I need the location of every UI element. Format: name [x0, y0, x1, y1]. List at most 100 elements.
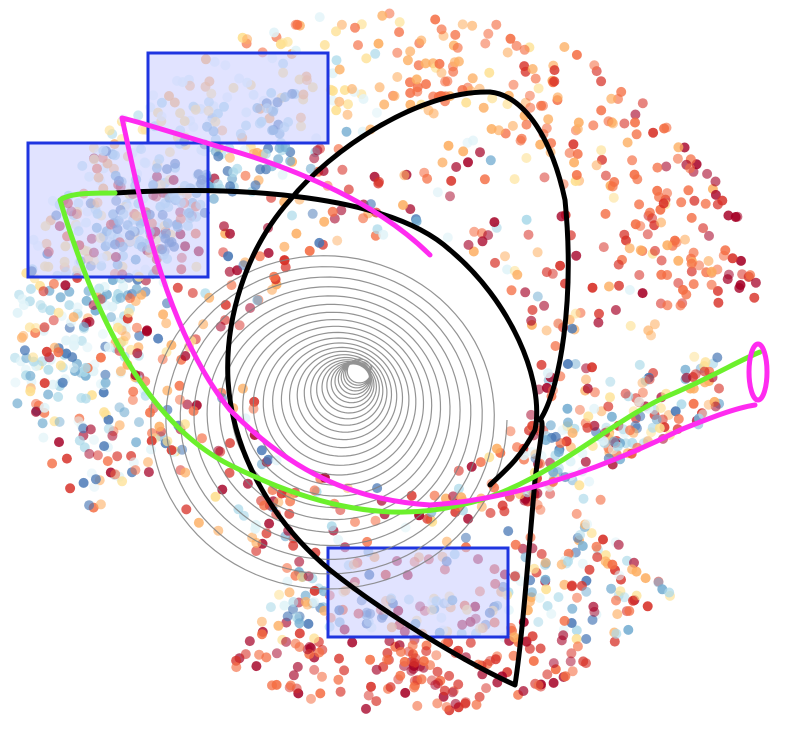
scatter-point: [94, 283, 105, 294]
scatter-point: [511, 40, 522, 51]
scatter-point: [294, 618, 305, 629]
scatter-point: [55, 292, 66, 303]
scatter-point: [688, 279, 699, 290]
scatter-point: [392, 72, 403, 82]
scatter-point: [745, 270, 756, 281]
scatter-point: [353, 40, 363, 51]
scatter-point: [447, 687, 458, 698]
scatter-point: [614, 280, 624, 291]
scatter-point: [627, 564, 638, 575]
scatter-point: [219, 221, 229, 232]
scatter-point: [637, 98, 648, 109]
scatter-point: [319, 40, 330, 50]
scatter-point: [363, 690, 374, 701]
scatter-point: [257, 629, 267, 640]
scatter-point: [379, 99, 390, 110]
scatter-point: [533, 680, 544, 691]
scatter-point: [193, 517, 204, 528]
scatter-point: [471, 699, 482, 710]
scatter-point: [481, 683, 492, 694]
scatter-point: [317, 671, 327, 682]
scatter-point: [605, 376, 616, 387]
scatter-point: [571, 170, 582, 180]
scatter-point: [224, 266, 235, 277]
scatter-point: [288, 604, 298, 615]
scatter-point: [425, 660, 436, 671]
scatter-point: [48, 278, 59, 289]
scatter-point: [578, 656, 589, 667]
scatter-point: [373, 38, 384, 49]
scatter-point: [540, 557, 551, 568]
scatter-point: [39, 378, 50, 389]
scatter-point: [664, 587, 675, 598]
scatter-point: [309, 664, 320, 675]
scatter-point: [539, 300, 550, 311]
scatter-point: [240, 649, 251, 660]
scatter-point: [106, 312, 116, 323]
scatter-point: [630, 109, 641, 120]
scatter-point: [477, 236, 488, 247]
scatter-point: [546, 608, 557, 619]
scatter-point: [260, 149, 271, 159]
scatter-point: [480, 38, 491, 49]
scatter-point: [256, 616, 267, 627]
scatter-point: [378, 229, 389, 240]
scatter-point: [717, 195, 728, 206]
scatter-point: [361, 53, 372, 64]
highlight-box-left: [26, 141, 210, 279]
scatter-point: [571, 508, 582, 519]
scatter-point: [55, 360, 66, 371]
scatter-point: [469, 226, 480, 237]
scatter-point: [107, 430, 118, 441]
black-curve: [112, 89, 571, 688]
scatter-point: [686, 258, 697, 269]
scatter-point: [503, 526, 514, 537]
scatter-point: [702, 168, 713, 179]
highlight-boxes: [26, 51, 510, 639]
scatter-point: [261, 652, 272, 663]
scatter-point: [647, 213, 658, 224]
scatter-point: [450, 698, 461, 709]
scatter-point: [334, 96, 345, 107]
scatter-point: [371, 664, 382, 675]
scatter-point: [502, 264, 513, 275]
scatter-point: [304, 245, 315, 256]
scatter-point: [78, 423, 89, 434]
scatter-point: [405, 46, 416, 57]
scatter-point: [292, 661, 303, 672]
scatter-point: [643, 325, 654, 336]
scatter-point: [436, 67, 447, 78]
scatter-point: [598, 534, 608, 545]
scatter-point: [737, 269, 748, 280]
scatter-point: [526, 587, 537, 598]
scatter-point: [662, 188, 673, 199]
scatter-point: [294, 556, 305, 567]
scatter-point: [452, 42, 463, 53]
scatter-point: [608, 118, 618, 129]
scatter-point: [405, 88, 416, 98]
scatter-point: [127, 395, 138, 405]
scatter-point: [652, 162, 663, 173]
scatter-point: [474, 691, 485, 702]
scatter-point: [174, 380, 185, 391]
scatter-point: [542, 368, 553, 379]
scatter-point: [290, 19, 301, 30]
scatter-point: [533, 617, 544, 627]
scatter-point: [673, 414, 684, 424]
scatter-point: [749, 292, 760, 303]
scatter-point: [631, 129, 642, 140]
scatter-point: [115, 366, 126, 377]
scatter-point: [38, 432, 49, 443]
scatter-point: [571, 633, 582, 644]
scatter-point: [611, 595, 621, 606]
scatter-point: [559, 615, 570, 626]
scatter-point: [37, 418, 48, 429]
scatter-point: [130, 465, 141, 476]
scatter-point: [698, 223, 709, 234]
scatter-point: [25, 386, 36, 397]
scatter-point: [312, 145, 323, 156]
scatter-point: [505, 33, 516, 44]
scatter-point: [485, 508, 496, 518]
scatter-point: [589, 403, 600, 414]
